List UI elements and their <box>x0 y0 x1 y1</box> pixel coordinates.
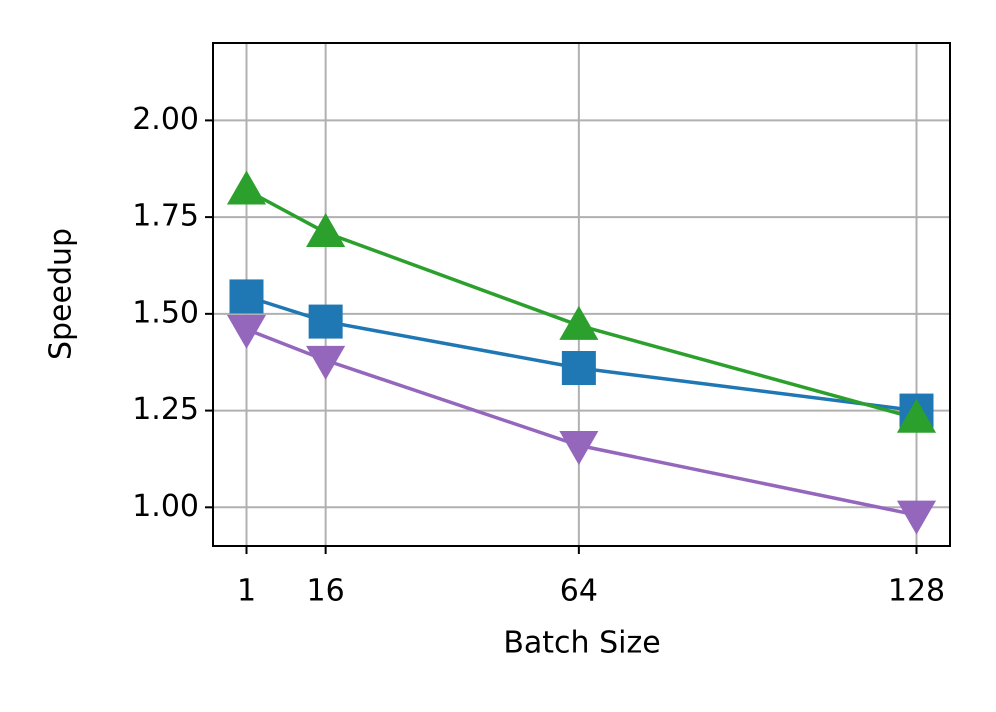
x-axis-label: Batch Size <box>503 626 660 661</box>
marker <box>226 170 267 205</box>
x-tick-label: 64 <box>560 574 598 609</box>
y-tick-label: 1.25 <box>132 392 199 427</box>
x-tick-label: 128 <box>888 574 945 609</box>
marker <box>896 398 937 433</box>
y-tick-label: 2.00 <box>132 102 199 137</box>
marker <box>306 345 346 380</box>
x-tick-label: 1 <box>237 574 256 609</box>
y-tick-label: 1.00 <box>132 489 199 524</box>
marker <box>561 351 596 386</box>
series-line <box>245 327 917 517</box>
y-tick-label: 1.50 <box>132 295 199 330</box>
marker <box>226 314 267 349</box>
marker <box>896 500 937 535</box>
plot-frame <box>212 42 951 547</box>
marker <box>308 304 343 339</box>
marker <box>229 279 264 314</box>
x-tick-label: 16 <box>307 574 345 609</box>
series-line <box>245 294 917 413</box>
y-tick-label: 1.75 <box>132 199 199 234</box>
marker <box>559 305 599 340</box>
series-line <box>245 188 917 421</box>
y-axis-label: Speedup <box>44 228 79 360</box>
marker <box>559 430 599 465</box>
marker <box>306 213 346 248</box>
